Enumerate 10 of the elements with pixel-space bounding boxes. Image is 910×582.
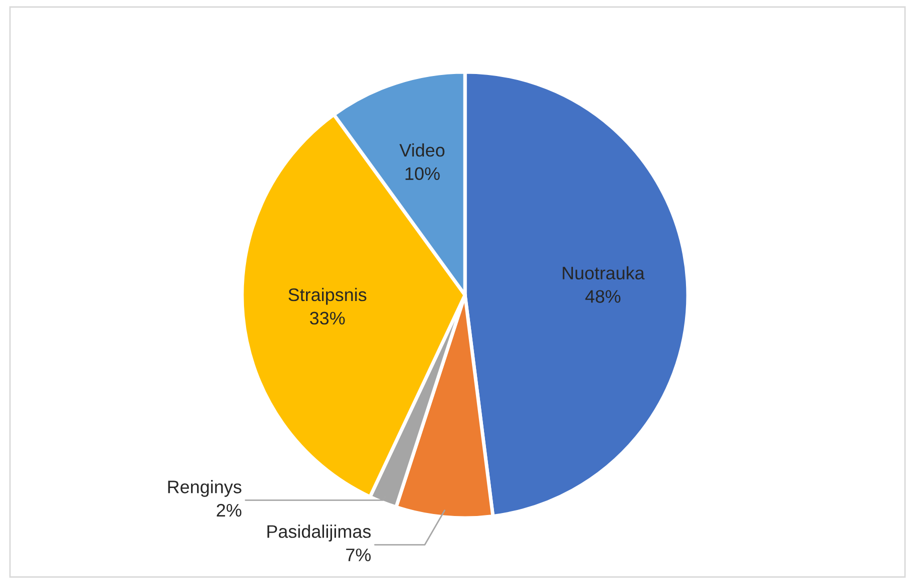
slice-label: Pasidalijimas — [267, 524, 371, 542]
slice-label: Renginys — [168, 480, 242, 497]
slice-label: Video — [399, 143, 444, 157]
slice-label: Nuotrauka — [562, 266, 645, 280]
data-label: 7% — [346, 548, 371, 562]
data-label: 10% — [406, 167, 440, 180]
slice-label: Straipsnis — [288, 288, 366, 305]
data-label: 33% — [310, 312, 345, 325]
data-label: 2% — [216, 504, 242, 517]
data-label: 48% — [585, 290, 620, 303]
